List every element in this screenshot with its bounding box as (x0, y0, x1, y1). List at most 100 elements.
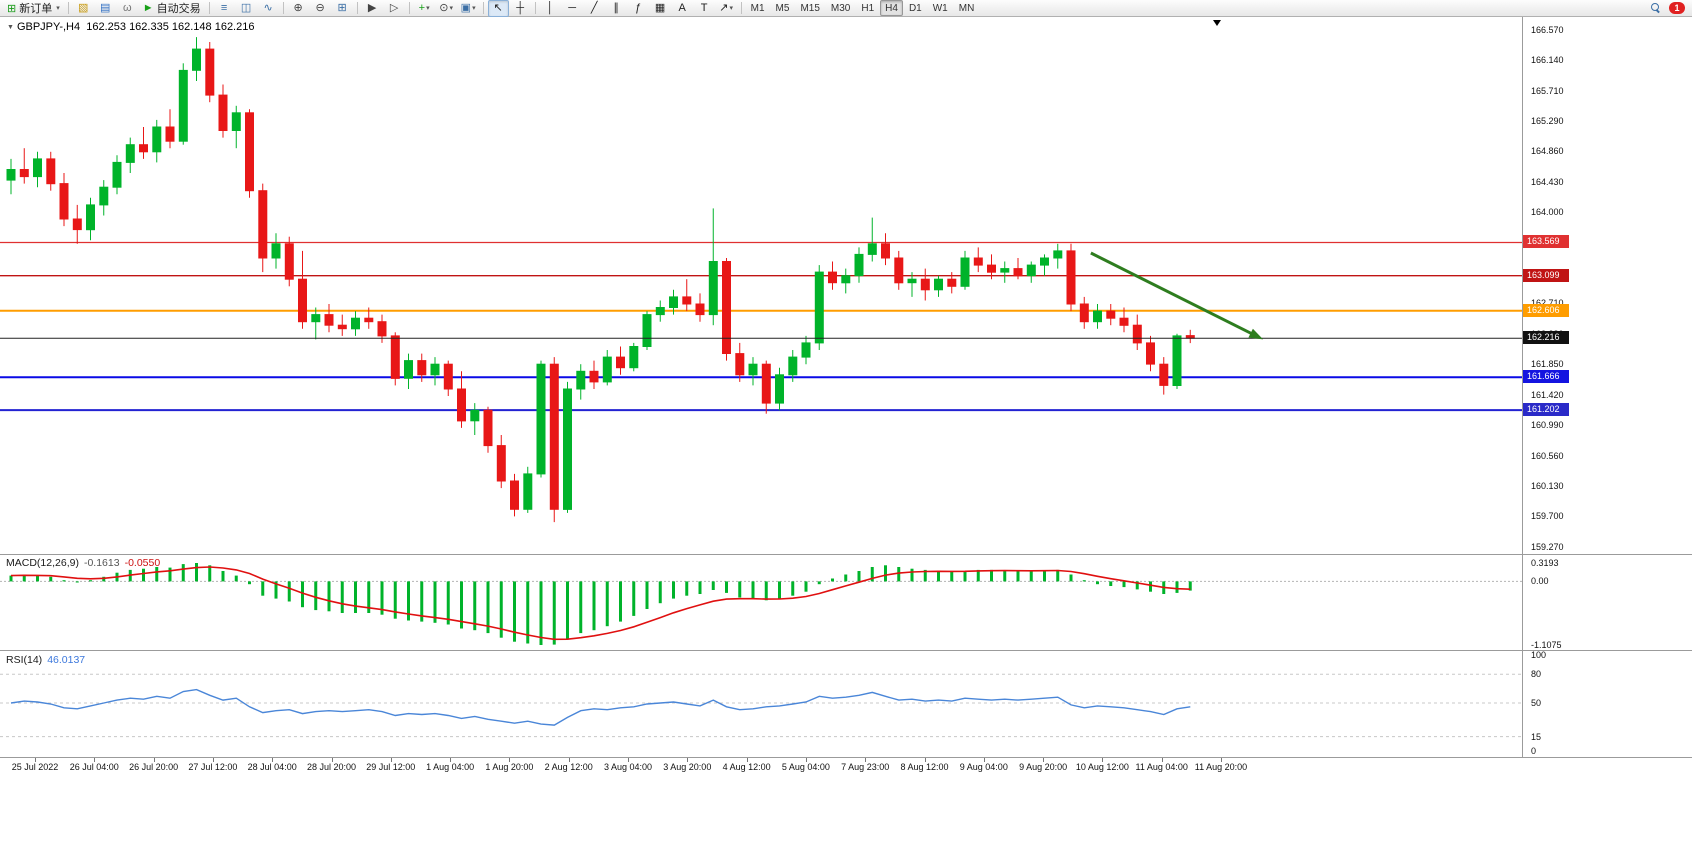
price-scale-label: 160.560 (1531, 451, 1564, 461)
time-axis-label: 1 Aug 20:00 (485, 762, 534, 772)
price-scale-label: 162.710 (1531, 298, 1564, 308)
crosshair-icon[interactable]: ┼ (510, 0, 531, 17)
time-axis-label: 4 Aug 12:00 (722, 762, 771, 772)
profiles-icon[interactable]: ▤ (95, 0, 116, 17)
cursor-icon[interactable]: ↖ (487, 0, 509, 17)
price-scale-label: 164.430 (1531, 177, 1564, 187)
auto-scroll-icon[interactable]: ▶ (362, 0, 383, 17)
macd-indicator-canvas[interactable] (0, 555, 1522, 650)
equidistant-channel-icon[interactable]: ∥ (606, 0, 627, 17)
timeframe-d1[interactable]: D1 (908, 2, 922, 14)
timeframe-w1[interactable]: W1 (932, 2, 948, 14)
horizontal-line-icon[interactable]: ─ (562, 0, 583, 17)
price-scale-label: 166.570 (1531, 25, 1564, 35)
time-axis-label: 2 Aug 12:00 (544, 762, 593, 772)
candlestick-chart-icon[interactable]: ◫ (236, 0, 257, 17)
price-tag: 162.606 (1523, 304, 1569, 317)
price-scale-label: 163.570 (1531, 237, 1564, 247)
text-icon[interactable]: A (672, 0, 693, 17)
time-axis-tick (805, 758, 807, 762)
timeframe-h1[interactable]: H1 (861, 2, 875, 14)
toolbar-separator (282, 2, 284, 14)
time-axis-tick (924, 758, 926, 762)
rsi-indicator-canvas[interactable] (0, 651, 1522, 757)
price-tag: 163.569 (1523, 235, 1569, 248)
timeframe-m1[interactable]: M1 (750, 2, 765, 14)
bars-chart-icon: ≡ (220, 1, 228, 14)
axis-separator (0, 757, 1692, 758)
zoom-out-icon[interactable]: ⊖ (310, 0, 331, 17)
arrows-icon[interactable]: ↗ ▾ (716, 0, 737, 17)
price-chart-canvas[interactable] (0, 17, 1522, 555)
autotrading-button-label: 自动交易 (156, 3, 201, 15)
panel-separator[interactable] (0, 554, 1692, 555)
timeframe-toolbar: M1 M5 M15 M30 H1 H4 D1 W1 MN (746, 0, 980, 16)
new-order-button[interactable]: ⊞ 新订单 ▾ (3, 1, 64, 16)
time-axis-tick (568, 758, 570, 762)
time-axis-tick (450, 758, 452, 762)
time-axis-label: 1 Aug 04:00 (426, 762, 475, 772)
vertical-line-icon[interactable]: │ (540, 0, 561, 17)
time-axis-tick (1043, 758, 1045, 762)
bars-chart-icon[interactable]: ≡ (214, 0, 235, 17)
toolbar-separator (408, 2, 410, 14)
fibonacci-icon[interactable]: ƒ (628, 0, 649, 17)
rsi-scale-label: 15 (1531, 732, 1542, 742)
time-axis-tick (509, 758, 511, 762)
tile-windows-icon[interactable]: ⊞ (332, 0, 353, 17)
price-scale-label: 159.270 (1531, 542, 1564, 552)
timeframe-mn[interactable]: MN (958, 2, 975, 14)
chart-title: ▼ GBPJPY-,H4 162.253 162.335 162.148 162.… (7, 21, 254, 33)
indicators-icon[interactable]: + ▾ (414, 0, 435, 17)
price-scale-label: 163.140 (1531, 268, 1564, 278)
chart-shift-icon: ▷ (389, 1, 399, 14)
rsi-label: RSI(14) 46.0137 (6, 654, 85, 666)
time-axis-label: 3 Aug 04:00 (603, 762, 653, 772)
toolbar-separator (356, 2, 358, 14)
chart-shift-icon[interactable]: ▷ (384, 0, 405, 17)
price-scale-separator (1522, 17, 1523, 758)
trendline-icon: ╱ (590, 1, 598, 14)
time-axis-label: 11 Aug 04:00 (1135, 762, 1188, 772)
timeframe-m5[interactable]: M5 (775, 2, 790, 14)
line-chart-icon[interactable]: ∿ (258, 0, 279, 17)
trend-arrow[interactable] (1090, 251, 1257, 338)
new-chart-icon[interactable]: ▧ (73, 0, 94, 17)
shapes-icon[interactable]: ▦ (650, 0, 671, 17)
shapes-icon: ▦ (654, 1, 666, 14)
time-axis-label: 26 Jul 04:00 (69, 762, 119, 772)
time-axis-label: 28 Jul 20:00 (306, 762, 357, 772)
time-axis-tick (628, 758, 629, 762)
autotrading-button[interactable]: ► 自动交易 (139, 1, 205, 16)
vertical-line-icon: │ (546, 1, 554, 14)
timeframe-m30[interactable]: M30 (830, 2, 851, 14)
arrows-icon: ↗ (719, 1, 729, 14)
toolbar-separator (740, 2, 742, 14)
panel-separator[interactable] (0, 650, 1692, 651)
scripts-icon[interactable]: ω (117, 0, 138, 17)
timeframe-h4[interactable]: H4 (880, 0, 903, 16)
tile-windows-icon: ⊞ (337, 1, 347, 14)
symbol-dropdown-icon[interactable]: ▼ (7, 24, 14, 31)
chevron-down-icon: ▾ (449, 4, 453, 12)
time-axis-label: 10 Aug 12:00 (1075, 762, 1129, 772)
profiles-icon: ▤ (100, 1, 111, 14)
new-order-button: ⊞ (7, 2, 17, 15)
ohlc-values: 162.253 162.335 162.148 162.216 (86, 21, 255, 33)
text-label-icon[interactable]: T (694, 0, 715, 17)
chevron-down-icon: ▾ (56, 5, 60, 12)
trendline-icon[interactable]: ╱ (584, 0, 605, 17)
templates-icon[interactable]: ▣ ▾ (458, 0, 479, 17)
timeframe-m15[interactable]: M15 (800, 2, 820, 14)
toolbar-separator (67, 2, 69, 14)
zoom-in-icon[interactable]: ⊕ (288, 0, 309, 17)
price-scale-label: 164.860 (1531, 146, 1564, 156)
time-axis-tick (1221, 758, 1222, 762)
chart-shift-marker[interactable] (1213, 20, 1221, 26)
search-icon[interactable] (1651, 3, 1661, 13)
notification-badge[interactable]: 1 (1669, 2, 1685, 14)
trend-arrow-head (1248, 328, 1264, 340)
rsi-scale-label: 100 (1531, 650, 1547, 660)
periods-icon[interactable]: ⊙ ▾ (436, 0, 457, 17)
time-axis-tick (94, 758, 96, 762)
